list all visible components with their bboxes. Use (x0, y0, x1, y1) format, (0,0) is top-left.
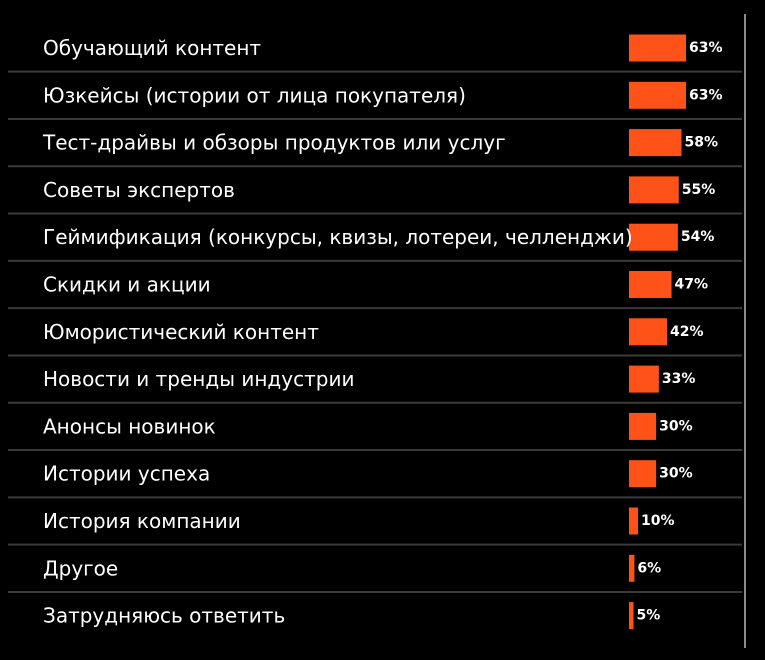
category-label: Тест-драйвы и обзоры продуктов или услуг (42, 131, 506, 155)
value-label: 30% (659, 418, 693, 434)
category-label: Юмористический контент (43, 320, 319, 344)
bar (629, 602, 634, 630)
value-label: 30% (659, 466, 693, 482)
category-label: Другое (43, 556, 118, 580)
bar (629, 507, 639, 535)
value-label: 63% (689, 40, 723, 56)
bar (629, 129, 682, 157)
row-separators (8, 70, 742, 593)
category-labels: Обучающий контент Юзкейсы (истории от лиц… (42, 36, 633, 628)
category-label: Анонсы новинок (43, 414, 216, 438)
value-label: 47% (675, 277, 709, 293)
value-label: 54% (681, 229, 715, 245)
value-label: 55% (682, 182, 716, 198)
value-label: 42% (670, 324, 704, 340)
category-label: История компании (43, 509, 241, 533)
bar (629, 34, 687, 62)
value-labels: 63% 63% 58% 55% 54% 47% 42% 33% 30% 30% 10% 6% 5% (637, 40, 723, 624)
category-label: Геймификация (конкурсы, квизы, лотереи, … (43, 225, 633, 249)
bar (629, 271, 672, 298)
bars (629, 34, 687, 630)
bar (629, 460, 657, 488)
value-label: 58% (684, 135, 718, 151)
category-label: Новости и тренды индустрии (43, 367, 354, 391)
category-label: Скидки и акции (43, 273, 211, 297)
category-label: Обучающий контент (43, 36, 261, 60)
value-label: 33% (662, 371, 696, 387)
bar (629, 176, 679, 204)
category-label: Истории успеха (43, 462, 210, 486)
bar (629, 81, 687, 109)
value-label: 10% (641, 513, 675, 529)
bar (629, 554, 635, 582)
value-label: 63% (689, 87, 723, 103)
category-label: Советы экспертов (43, 178, 235, 202)
bar (629, 318, 668, 346)
bar (629, 223, 678, 251)
category-label: Затрудняюсь ответить (43, 604, 285, 628)
value-label: 5% (637, 608, 661, 624)
bar (629, 412, 657, 440)
value-label: 6% (637, 560, 661, 576)
category-label: Юзкейсы (истории от лица покупателя) (43, 83, 466, 107)
bar (629, 365, 659, 393)
